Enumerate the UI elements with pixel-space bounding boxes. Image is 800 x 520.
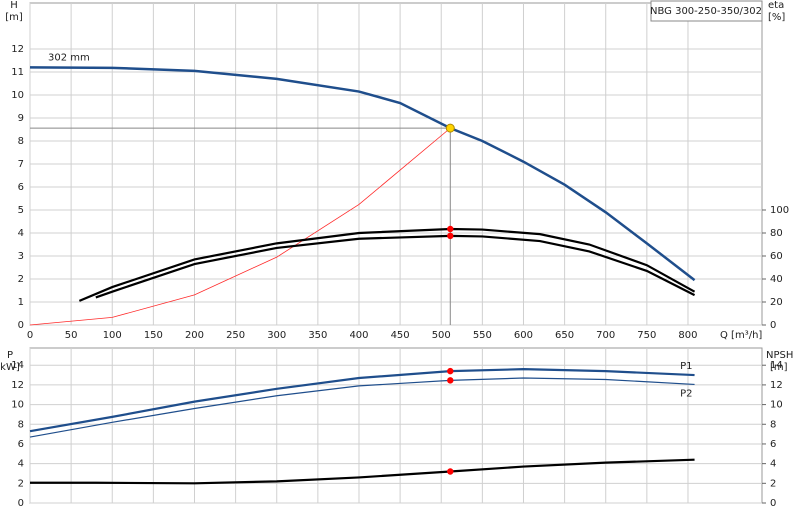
y-tick-label: 10 (11, 400, 24, 411)
y-tick-label: 8 (18, 419, 24, 430)
y-tick-label: 0 (18, 498, 24, 509)
y2-tick-label: 0 (770, 498, 776, 509)
y2-tick-label: 8 (770, 419, 776, 430)
series-line (29, 377, 695, 438)
x-tick-label: 800 (678, 330, 697, 341)
x-tick-label: 150 (144, 330, 163, 341)
y-tick-label: 6 (18, 182, 24, 193)
x-tick-label: 500 (432, 330, 451, 341)
y-tick-label: 5 (18, 205, 24, 216)
y-axis-unit: [kW] (0, 362, 20, 373)
y-tick-label: 2 (18, 274, 24, 285)
y2-tick-label: 40 (770, 274, 783, 285)
y-tick-label: 11 (11, 67, 24, 78)
y-tick-label: 6 (18, 439, 24, 450)
x-tick-label: 0 (27, 330, 33, 341)
y-tick-label: 12 (11, 44, 24, 55)
x-tick-label: 400 (349, 330, 368, 341)
y-axis-unit: [m] (5, 12, 23, 23)
x-tick-label: 50 (65, 330, 78, 341)
series-label: P2 (680, 388, 692, 399)
x-tick-label: 650 (555, 330, 574, 341)
y2-tick-label: 80 (770, 228, 783, 239)
x-tick-label: 350 (308, 330, 327, 341)
duty-point (445, 123, 455, 133)
series-label: 302 mm (48, 52, 90, 63)
x-tick-label: 200 (185, 330, 204, 341)
y-tick-label: 4 (18, 228, 24, 239)
y2-axis-unit: [%] (768, 12, 785, 23)
y2-tick-label: 20 (770, 297, 783, 308)
duty-point (447, 468, 454, 475)
x-tick-label: 250 (226, 330, 245, 341)
duty-point (447, 367, 454, 375)
plot-area (29, 347, 763, 504)
y2-tick-label: 12 (770, 380, 783, 391)
y-tick-label: 8 (18, 136, 24, 147)
x-axis-label: Q [m³/h] (720, 330, 762, 341)
x-tick-label: 300 (267, 330, 286, 341)
series-line (29, 127, 451, 326)
x-tick-label: 450 (391, 330, 410, 341)
y-tick-label: 2 (18, 478, 24, 489)
y-tick-label: 0 (18, 320, 24, 331)
y-tick-label: 7 (18, 159, 24, 170)
y-tick-label: 9 (18, 113, 24, 124)
series-label: P1 (680, 361, 692, 372)
y2-tick-label: 2 (770, 478, 776, 489)
y-tick-label: 1 (18, 297, 24, 308)
y2-tick-label: 14 (770, 360, 783, 371)
y-tick-label: 12 (11, 380, 24, 391)
series-line (30, 458, 695, 485)
x-tick-label: 550 (473, 330, 492, 341)
title-box (650, 0, 763, 22)
duty-point (447, 232, 454, 240)
x-tick-label: 100 (103, 330, 122, 341)
y2-tick-label: 100 (770, 205, 789, 216)
y2-axis-label: NPSH (766, 350, 793, 361)
y2-axis-label: eta (768, 0, 784, 11)
y-tick-label: 4 (18, 459, 24, 470)
duty-point (447, 225, 454, 233)
y-axis-label: P (7, 350, 13, 361)
y-tick-label: 3 (18, 251, 24, 262)
x-tick-label: 700 (596, 330, 615, 341)
duty-point (447, 377, 454, 384)
y-axis-label: H (10, 0, 18, 11)
y2-axis-unit: [m] (770, 362, 788, 373)
y-tick-label: 10 (11, 90, 24, 101)
y2-tick-label: 10 (770, 400, 783, 411)
y2-tick-label: 6 (770, 439, 776, 450)
series-line (29, 368, 695, 433)
y2-tick-label: 4 (770, 459, 776, 470)
y2-tick-label: 60 (770, 251, 783, 262)
chart-title: NBG 300-250-350/302 (650, 6, 762, 17)
x-tick-label: 600 (514, 330, 533, 341)
y-tick-label: 14 (11, 360, 24, 371)
x-tick-label: 750 (637, 330, 656, 341)
y2-tick-label: 0 (770, 320, 776, 331)
